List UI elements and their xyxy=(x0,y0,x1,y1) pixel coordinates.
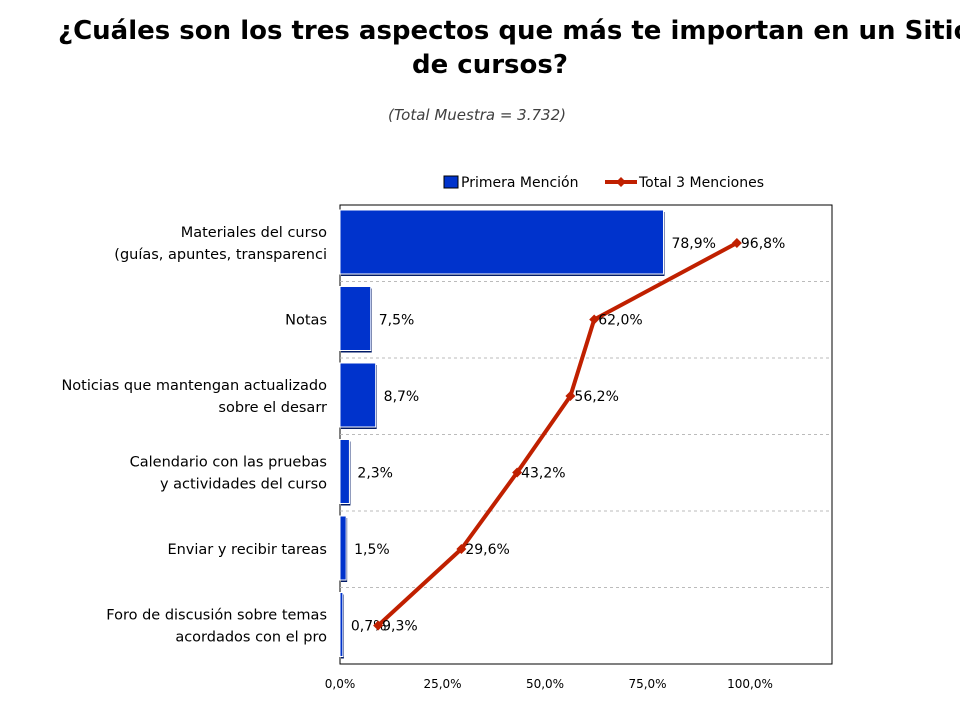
x-tick-label: 100,0% xyxy=(727,677,773,691)
category-label: Calendario con las pruebas xyxy=(130,455,327,471)
bar xyxy=(339,209,664,275)
bar-value-label: 7,5% xyxy=(379,313,415,329)
bar xyxy=(339,439,350,504)
category-label: (guías, apuntes, transparenci xyxy=(114,247,327,263)
category-label: acordados con el pro xyxy=(175,630,327,646)
line-point-marker xyxy=(373,620,384,631)
chart-title-line-2: de cursos? xyxy=(412,50,568,80)
legend-line-label: Total 3 Menciones xyxy=(638,175,764,191)
bar-value-label: 8,7% xyxy=(384,389,420,405)
category-label: sobre el desarr xyxy=(218,400,327,416)
chart-title-line-1: ¿Cuáles son los tres aspectos que más te… xyxy=(58,16,960,46)
chart-subtitle: (Total Muestra = 3.732) xyxy=(388,106,566,124)
x-tick-label: 0,0% xyxy=(325,677,356,691)
line-value-label: 43,2% xyxy=(521,466,565,482)
bar-value-label: 1,5% xyxy=(354,542,390,558)
line-point-marker xyxy=(731,238,742,248)
x-tick-label: 50,0% xyxy=(526,677,564,691)
category-label: Enviar y recibir tareas xyxy=(167,542,327,558)
series-line xyxy=(376,241,738,627)
x-tick-label: 25,0% xyxy=(423,677,461,691)
legend-bar-label: Primera Mención xyxy=(461,175,578,191)
line-point-marker xyxy=(456,544,467,554)
category-label: y actividades del curso xyxy=(160,477,327,493)
line-value-label: 29,6% xyxy=(465,542,509,558)
bar xyxy=(339,592,344,657)
category-label: Materiales del curso xyxy=(181,225,327,241)
x-tick-label: 75,0% xyxy=(628,677,666,691)
category-label: Notas xyxy=(285,313,327,329)
line-point-marker xyxy=(565,391,576,401)
line-value-label: 62,0% xyxy=(598,313,642,329)
legend-bar-swatch xyxy=(443,175,459,189)
category-label: Foro de discusión sobre temas xyxy=(106,608,327,624)
bar-value-label: 2,3% xyxy=(357,466,393,482)
chart-title: ¿Cuáles son los tres aspectos que más te… xyxy=(0,16,960,92)
bar xyxy=(339,286,372,351)
legend-line-marker xyxy=(616,177,626,187)
line-point-marker xyxy=(589,314,600,325)
line-value-label: 96,8% xyxy=(741,236,785,252)
line-value-label: 9,3% xyxy=(382,619,418,635)
bar-value-label: 78,9% xyxy=(671,236,715,252)
bar xyxy=(339,515,347,581)
category-label: Noticias que mantengan actualizado xyxy=(61,378,327,394)
bar xyxy=(339,362,377,428)
line-value-label: 56,2% xyxy=(574,389,618,405)
line-point-marker xyxy=(512,467,523,478)
